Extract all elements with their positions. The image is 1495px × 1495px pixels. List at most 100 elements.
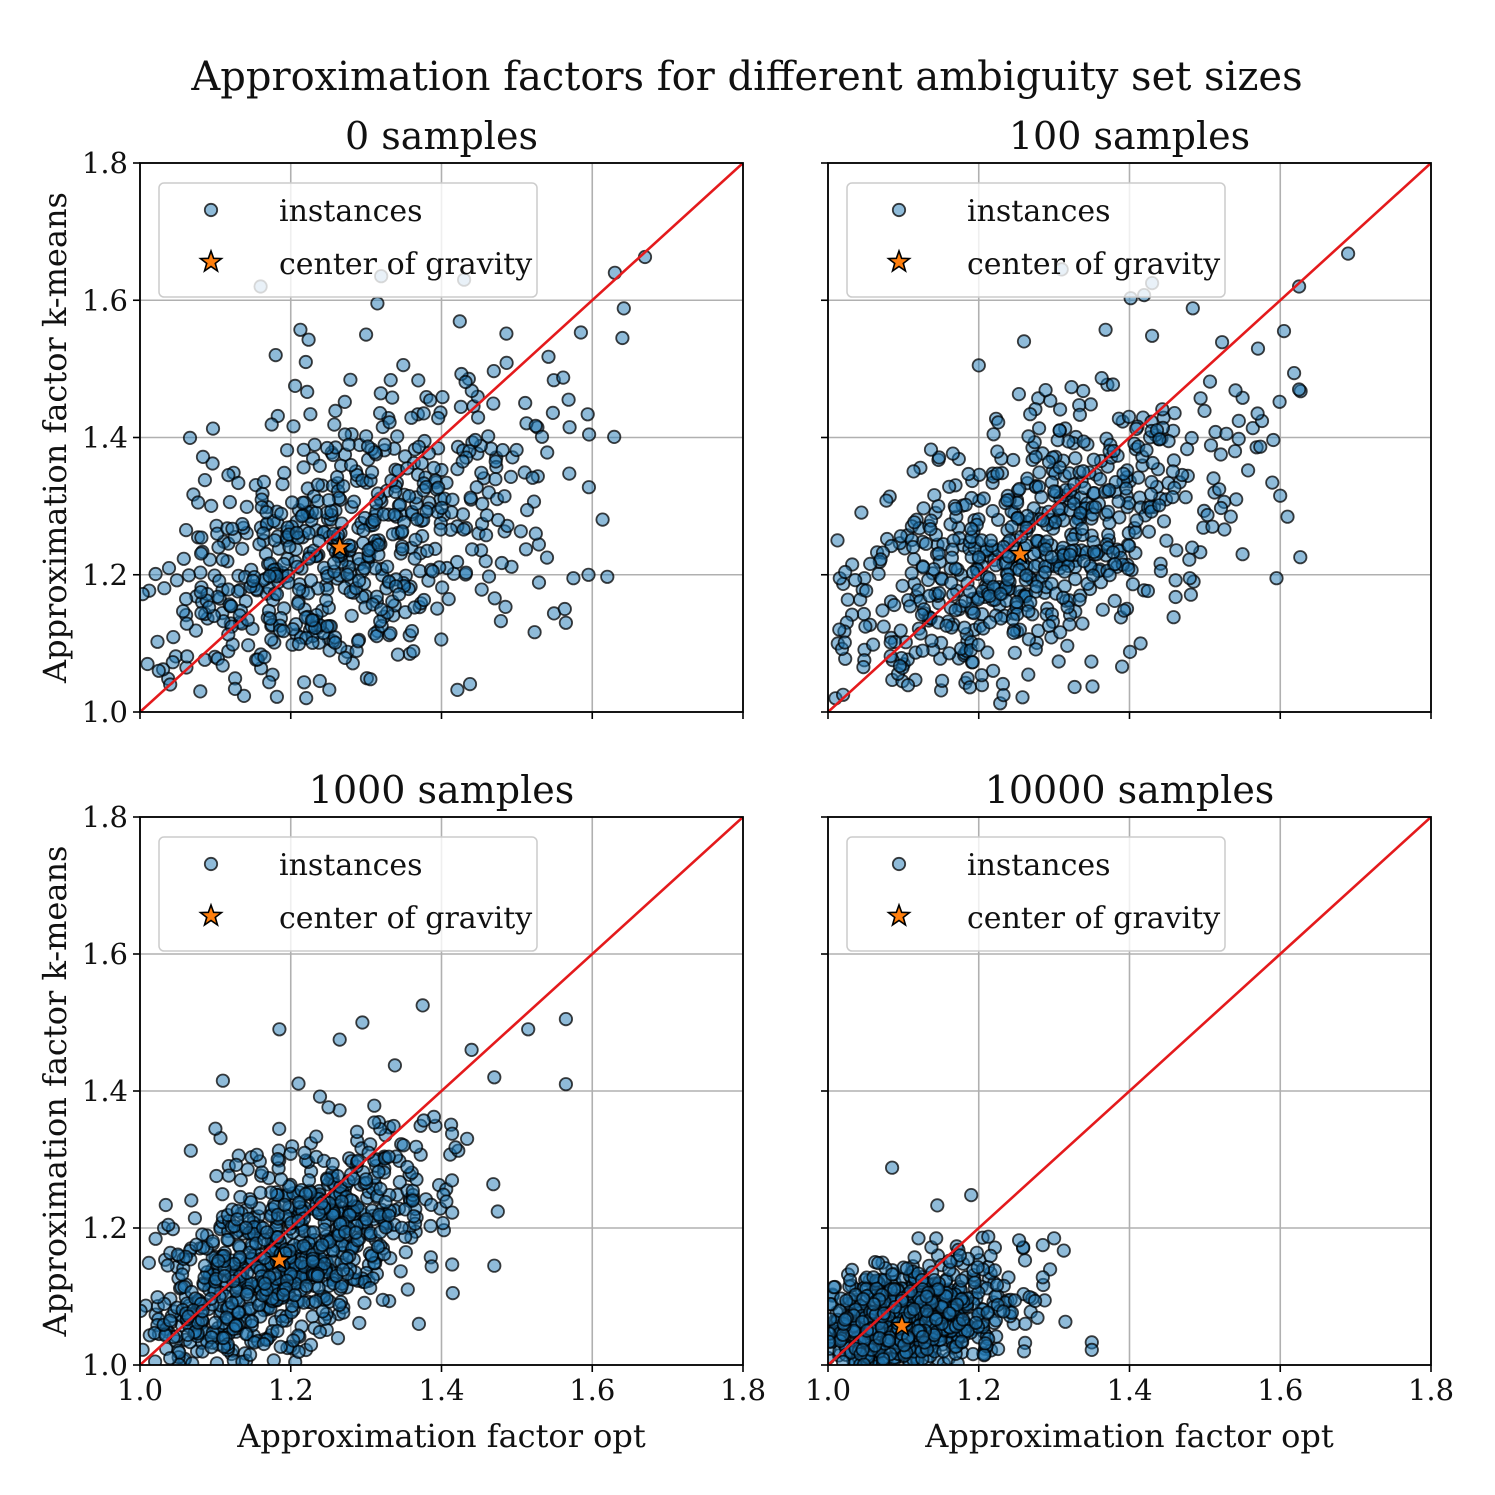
instance-point (291, 1195, 307, 1210)
instance-point (462, 676, 478, 692)
instance-point (225, 521, 240, 536)
instance-point (392, 1175, 407, 1190)
instance-point (262, 675, 277, 690)
instance-point (141, 1255, 156, 1271)
instance-point (983, 1248, 998, 1264)
instance-point (557, 601, 572, 617)
instance-point (1076, 434, 1091, 449)
instance-point (444, 1126, 460, 1141)
instance-point (494, 555, 509, 571)
instance-point (828, 1334, 837, 1349)
instance-point (921, 572, 936, 588)
instance-point (490, 1204, 505, 1219)
instance-point (562, 420, 577, 435)
instance-point (904, 566, 919, 581)
instance-point (1129, 513, 1144, 528)
instance-point (1006, 625, 1021, 641)
instance-point (1159, 533, 1174, 548)
instance-point (435, 389, 450, 405)
instance-point (1060, 638, 1075, 653)
instance-point (406, 644, 421, 659)
subplot-title: 1000 samples (309, 768, 574, 812)
instance-point (326, 526, 341, 541)
instance-point (1153, 563, 1169, 579)
instance-point (284, 495, 300, 510)
instance-point (315, 1237, 330, 1253)
instance-point (405, 1193, 420, 1208)
instance-point (458, 565, 474, 580)
instance-point (360, 439, 376, 454)
instance-point (406, 1209, 421, 1224)
instance-point (955, 1312, 971, 1327)
instance-point (296, 1238, 311, 1253)
instance-point (923, 521, 938, 537)
instance-point (328, 403, 343, 418)
instance-point (1053, 402, 1068, 417)
instance-point (1032, 465, 1047, 480)
instance-point (980, 645, 995, 660)
instance-point (848, 572, 863, 588)
instance-point (169, 573, 184, 588)
instance-point (394, 1220, 409, 1235)
instances-series (828, 1160, 1099, 1365)
instance-point (835, 1354, 851, 1365)
instance-point (245, 573, 261, 588)
instance-point (1102, 482, 1117, 498)
instance-point (528, 418, 543, 433)
instance-point (297, 1145, 312, 1161)
instance-point (545, 405, 561, 420)
legend-star-marker (886, 248, 912, 273)
instance-point (184, 1193, 199, 1208)
instance-point (952, 1248, 968, 1263)
instance-point (197, 1258, 212, 1273)
instance-point (839, 1293, 854, 1308)
instance-point (1178, 490, 1193, 505)
instance-point (1021, 604, 1036, 619)
instance-point (931, 499, 946, 514)
instance-point (441, 591, 456, 607)
instance-point (942, 479, 957, 494)
instance-point (222, 494, 237, 510)
instance-point (840, 592, 855, 607)
instance-point (373, 1181, 388, 1197)
instance-point (286, 1333, 301, 1348)
instance-point (239, 1327, 254, 1342)
instance-point (224, 599, 239, 614)
instance-point (182, 430, 198, 445)
y-axis-label: Approximation factor k-means (36, 846, 74, 1338)
instance-point (1145, 328, 1160, 343)
instance-point (562, 466, 577, 481)
instance-point (262, 568, 277, 584)
instance-point (1011, 386, 1027, 402)
instance-point (188, 623, 203, 638)
instance-point (1111, 494, 1126, 509)
instance-point (351, 573, 367, 588)
instance-point (1121, 561, 1136, 576)
instance-point (407, 551, 422, 566)
instance-point (990, 466, 1005, 481)
instance-point (140, 587, 150, 602)
instance-point (205, 456, 220, 471)
instance-point (967, 1275, 982, 1290)
instance-point (954, 1273, 969, 1288)
instance-point (488, 472, 503, 487)
instance-point (1241, 463, 1256, 478)
instance-point (160, 1258, 175, 1273)
figure-title: Approximation factors for different ambi… (190, 54, 1302, 100)
instance-point (304, 613, 320, 628)
instance-point (932, 585, 947, 601)
instance-point (216, 1330, 231, 1346)
instance-point (381, 1208, 396, 1223)
instance-point (380, 559, 395, 574)
instance-point (388, 484, 403, 500)
instance-point (996, 687, 1011, 703)
subplot-3: 1000 samples 1.0 1.2 1.4 1.6 1.8 1.0 1.2 1.4 1.6 1… (36, 768, 766, 1455)
instance-point (929, 1231, 944, 1246)
instance-point (430, 601, 445, 616)
instance-point (303, 407, 318, 422)
instance-point (919, 1289, 934, 1304)
instance-point (157, 581, 172, 596)
x-axis-label: Approximation factor opt (924, 1417, 1334, 1455)
instance-point (1102, 567, 1117, 583)
instance-point (1053, 625, 1068, 640)
